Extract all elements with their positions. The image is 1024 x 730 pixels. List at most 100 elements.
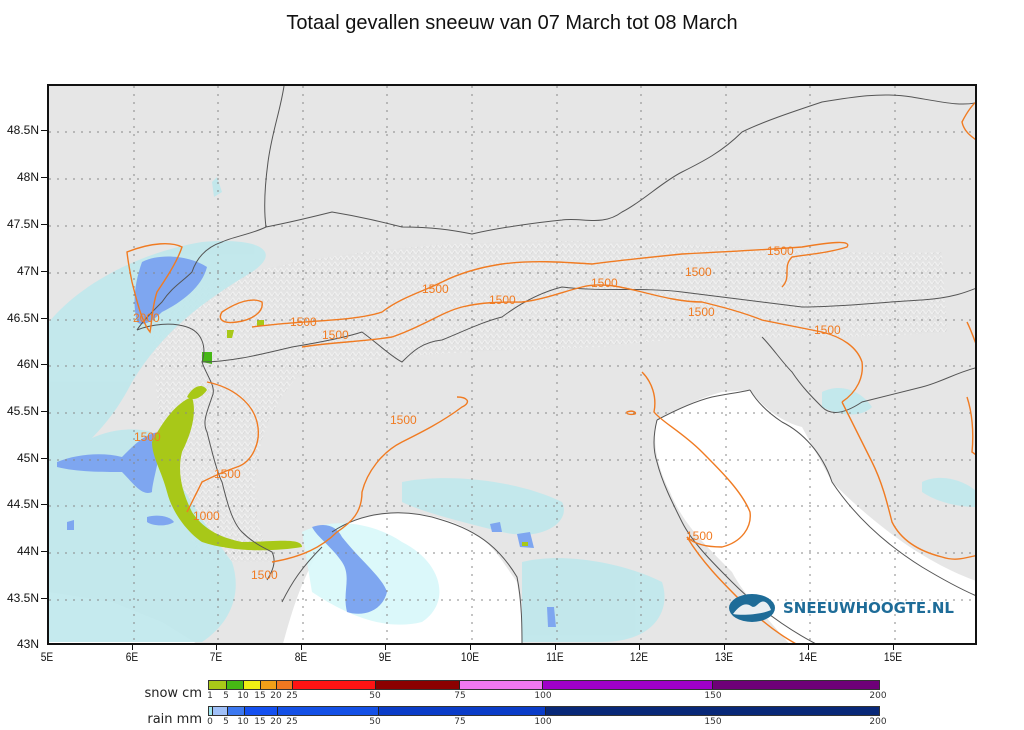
snow-tick: 10 — [237, 691, 249, 701]
lat-label: 47.5N — [6, 217, 39, 231]
mountain-logo-icon — [729, 594, 775, 622]
contour-label: 1500 — [422, 282, 449, 296]
chart-title: Totaal gevallen sneeuw van 07 March tot … — [286, 12, 738, 34]
rain-tick: 200 — [869, 717, 887, 727]
x-tick — [808, 645, 809, 650]
rain-tick: 150 — [704, 717, 722, 727]
rain-tick: 10 — [237, 717, 249, 727]
contour-label: 1500 — [290, 315, 317, 329]
rain-legend-label: rain mm — [147, 712, 202, 727]
lon-label: 7E — [209, 650, 223, 664]
snow-tick: 20 — [270, 691, 282, 701]
snow-light — [152, 320, 528, 551]
lon-label: 14E — [798, 650, 818, 664]
rain-colorbar — [208, 706, 880, 716]
contour-label: 1500 — [134, 430, 161, 444]
contour-label: 1500 — [685, 265, 712, 279]
rain-tick: 50 — [369, 717, 381, 727]
lon-label: 6E — [125, 650, 139, 664]
lat-label: 48N — [16, 170, 39, 184]
contour-label: 1500 — [814, 323, 841, 337]
rain-tick: 20 — [270, 717, 282, 727]
map-panel: 2000 1500 1500 1500 1500 1500 1500 1500 … — [47, 84, 977, 645]
lat-label: 43.5N — [6, 591, 39, 605]
rain-seg — [378, 707, 546, 715]
x-tick — [639, 645, 640, 650]
snow-tick: 50 — [369, 691, 381, 701]
contour-label: 2000 — [133, 311, 160, 325]
snow-seg — [209, 681, 227, 689]
rain-tick: 5 — [223, 717, 229, 727]
lat-label: 48.5N — [6, 123, 39, 137]
snow-colorbar — [208, 680, 880, 690]
contour-label: 1500 — [688, 305, 715, 319]
map-canvas: 2000 1500 1500 1500 1500 1500 1500 1500 … — [49, 86, 975, 643]
y-tick — [41, 458, 47, 459]
rain-seg — [227, 707, 245, 715]
snow-legend-label: snow cm — [144, 686, 202, 701]
snow-tick: 1 — [207, 691, 213, 701]
y-tick — [41, 177, 47, 178]
rain-seg — [212, 707, 228, 715]
rain-tick: 75 — [454, 717, 466, 727]
y-tick — [41, 130, 47, 131]
rain-seg — [546, 707, 879, 715]
lat-label: 46N — [16, 357, 39, 371]
x-tick — [555, 645, 556, 650]
y-tick — [41, 364, 47, 365]
lat-label: 46.5N — [6, 311, 39, 325]
watermark-text: SNEEUWHOOGTE.NL — [783, 599, 954, 617]
snow-tick: 75 — [454, 691, 466, 701]
contour-label: 1500 — [591, 276, 618, 290]
snow-tick: 5 — [223, 691, 229, 701]
contour-label: 1500 — [214, 467, 241, 481]
lat-label: 43N — [16, 637, 39, 651]
snow-tick: 100 — [534, 691, 552, 701]
y-tick — [41, 598, 47, 599]
rain-seg — [209, 707, 213, 715]
lon-label: 12E — [629, 650, 649, 664]
lon-label: 9E — [378, 650, 392, 664]
rain-tick: 100 — [534, 717, 552, 727]
lat-label: 44.5N — [6, 497, 39, 511]
snow-seg — [460, 681, 544, 689]
lat-label: 47N — [16, 264, 39, 278]
y-tick — [41, 224, 47, 225]
contour-label: 1500 — [390, 413, 417, 427]
y-tick — [41, 411, 47, 412]
y-tick — [41, 318, 47, 319]
contour-label: 1500 — [686, 529, 713, 543]
y-tick — [41, 551, 47, 552]
y-tick — [41, 271, 47, 272]
x-tick — [893, 645, 894, 650]
y-tick — [41, 504, 47, 505]
lon-label: 10E — [460, 650, 480, 664]
sneeuwhoogte-logo: SNEEUWHOOGTE.NL — [727, 592, 954, 624]
rain-tick: 25 — [286, 717, 298, 727]
lon-label: 15E — [883, 650, 903, 664]
snow-seg — [712, 681, 879, 689]
contour-label: 1500 — [767, 244, 794, 258]
rain-medium — [57, 256, 556, 627]
adriatic-sea — [655, 390, 975, 643]
contour-label: 1500 — [251, 568, 278, 582]
snow-tick: 150 — [704, 691, 722, 701]
lon-label: 13E — [714, 650, 734, 664]
lat-label: 44N — [16, 544, 39, 558]
lat-label: 45.5N — [6, 404, 39, 418]
x-tick — [385, 645, 386, 650]
contour-label: 1000 — [193, 509, 220, 523]
snow-seg — [276, 681, 293, 689]
contour-label: 1500 — [489, 293, 516, 307]
contour-label: 1500 — [322, 328, 349, 342]
x-tick — [216, 645, 217, 650]
lon-label: 11E — [546, 650, 564, 664]
snow-seg — [243, 681, 261, 689]
lat-label: 45N — [16, 451, 39, 465]
snow-tick: 15 — [254, 691, 266, 701]
lon-label: 8E — [294, 650, 308, 664]
rain-seg — [277, 707, 379, 715]
x-tick — [301, 645, 302, 650]
contour-labels: 2000 1500 1500 1500 1500 1500 1500 1500 … — [133, 244, 841, 582]
rain-tick: 0 — [207, 717, 213, 727]
